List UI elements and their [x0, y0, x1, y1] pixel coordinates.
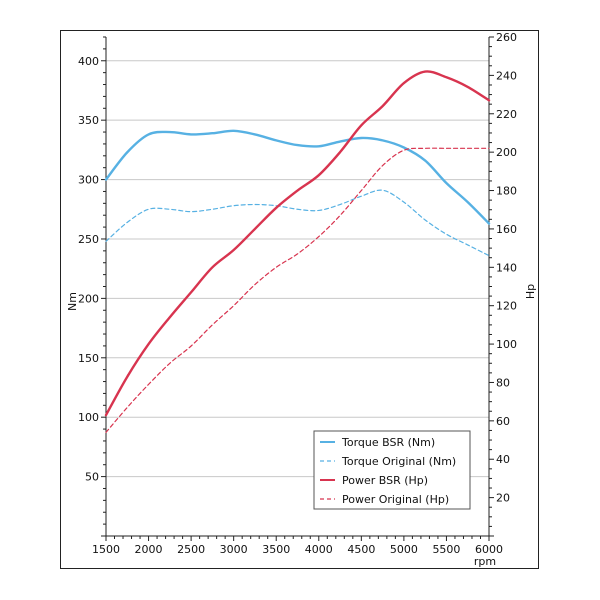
chart-frame: 50 100 150 200 250 300 350 400 20 40 60 80 100 120 140…: [60, 30, 539, 569]
y-left-tick-label: 150: [78, 352, 99, 365]
series-line-torque-bsr-nm: [104, 129, 491, 225]
y-left-tick-label: 300: [78, 174, 99, 187]
y-left-tick-label: 250: [78, 233, 99, 246]
x-tick-label: 2500: [177, 543, 205, 556]
y-right-tick-label: 100: [496, 338, 517, 351]
y-right-tick-label: 20: [496, 492, 510, 505]
y-right-tick-label: 160: [496, 223, 517, 236]
x-tick-label: 5500: [432, 543, 460, 556]
y-right-tick-label: 180: [496, 185, 517, 198]
y-left-tick-label: 200: [78, 292, 99, 305]
x-tick-label: 4500: [347, 543, 375, 556]
x-tick-label: 4000: [305, 543, 333, 556]
series-line-torque-original-nm: [105, 189, 490, 257]
y-left-tick-label: 350: [78, 114, 99, 127]
y-right-tick-label: 240: [496, 69, 517, 82]
x-tick-label: 2000: [135, 543, 163, 556]
y-left-tick-label: 400: [78, 55, 99, 68]
y-right-tick-label: 140: [496, 261, 517, 274]
grid-lines: [106, 60, 489, 478]
y-left-axis-title: Nm: [66, 292, 79, 311]
y-left-tick-label: 50: [85, 471, 99, 484]
y-right-tick-label: 220: [496, 108, 517, 121]
legend-label: Power BSR (Hp): [342, 474, 428, 487]
x-tick-label: 6000: [475, 543, 503, 556]
y-right-tick-label: 120: [496, 300, 517, 313]
y-right-axis-title: Hp: [524, 284, 537, 299]
legend-label: Torque BSR (Nm): [341, 436, 435, 449]
y-right-tick-label: 40: [496, 453, 510, 466]
y-right-tick-label: 80: [496, 376, 510, 389]
legend-label: Torque Original (Nm): [341, 455, 456, 468]
y-right-tick-label: 260: [496, 31, 517, 44]
x-tick-label: 5000: [390, 543, 418, 556]
series-lines: [104, 70, 491, 433]
x-tick-label: 3500: [262, 543, 290, 556]
series-line-power-bsr-hp: [104, 70, 491, 417]
dyno-chart: 50 100 150 200 250 300 350 400 20 40 60 80 100 120 140…: [66, 31, 537, 568]
legend: Torque BSR (Nm) Torque Original (Nm) Power…: [313, 430, 471, 510]
y-left-tick-label: 100: [78, 411, 99, 424]
legend-label: Power Original (Hp): [342, 493, 449, 506]
y-right-tick-label: 200: [496, 146, 517, 159]
legend-box: [313, 430, 471, 510]
y-right-tick-label: 60: [496, 415, 510, 428]
x-tick-label: 1500: [92, 543, 120, 556]
x-axis-title: rpm: [474, 555, 496, 568]
axes: [101, 36, 494, 541]
tick-labels: 50 100 150 200 250 300 350 400 20 40 60 80 100 120 140…: [66, 31, 537, 568]
series-line-power-original-hp: [105, 147, 490, 433]
x-tick-label: 3000: [220, 543, 248, 556]
